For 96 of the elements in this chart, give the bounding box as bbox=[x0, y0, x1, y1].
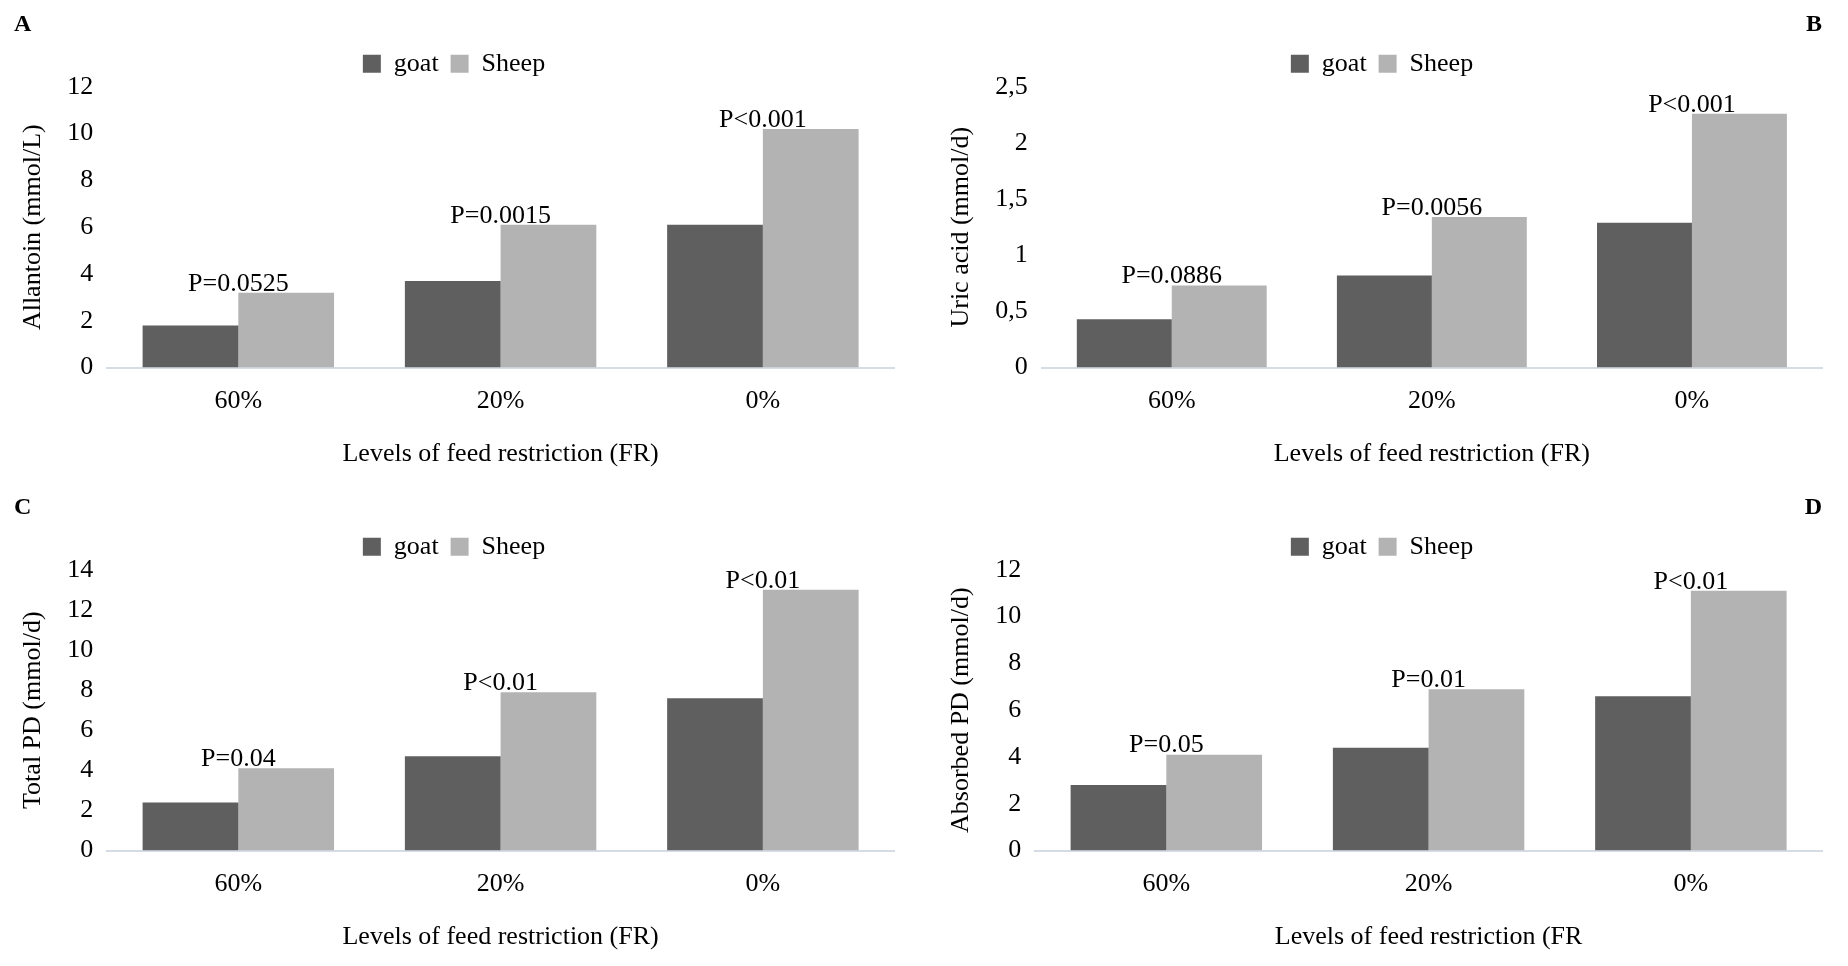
legend-label: Sheep bbox=[1409, 530, 1474, 560]
y-tick-label: 0 bbox=[80, 834, 94, 864]
legend-label: Sheep bbox=[481, 530, 546, 560]
y-tick-label: 2 bbox=[1008, 787, 1022, 817]
y-axis-title: Absorbed PD (mmol/d) bbox=[945, 587, 975, 833]
y-tick-label: 8 bbox=[1008, 647, 1022, 677]
y-tick-label: 8 bbox=[80, 164, 94, 194]
annotation: P<0.01 bbox=[463, 666, 538, 696]
bar bbox=[1597, 222, 1692, 368]
y-axis-title: Total PD (mmol/d) bbox=[17, 611, 47, 809]
bar bbox=[500, 224, 597, 368]
bar bbox=[142, 802, 239, 851]
y-axis-title: Uric acid (mmol/d) bbox=[945, 126, 975, 328]
y-tick-label: 6 bbox=[80, 714, 94, 744]
bar bbox=[1691, 113, 1787, 368]
bar bbox=[1595, 696, 1691, 851]
y-tick-label: 0 bbox=[1014, 351, 1028, 381]
x-axis-title: Levels of feed restriction (FR) bbox=[342, 438, 659, 468]
y-tick-label: 2 bbox=[1014, 126, 1028, 156]
legend-label: goat bbox=[1321, 47, 1368, 77]
y-tick-label: 10 bbox=[67, 117, 94, 147]
bar bbox=[667, 698, 763, 851]
y-tick-label: 2 bbox=[80, 304, 94, 334]
y-tick-label: 4 bbox=[80, 754, 94, 784]
bar bbox=[1076, 319, 1172, 368]
bar bbox=[404, 756, 501, 851]
x-tick-label: 0% bbox=[1674, 385, 1710, 415]
bar bbox=[1336, 275, 1432, 368]
x-tick-label: 20% bbox=[1408, 385, 1456, 415]
bar bbox=[1166, 754, 1263, 851]
legend-label: Sheep bbox=[1409, 47, 1474, 77]
x-tick-label: 0% bbox=[1673, 868, 1709, 898]
annotation: P=0.01 bbox=[1391, 663, 1466, 693]
bar bbox=[500, 692, 597, 851]
bar bbox=[1070, 785, 1167, 851]
y-tick-label: 8 bbox=[80, 673, 94, 703]
annotation: P=0.04 bbox=[201, 743, 276, 773]
y-tick-label: 4 bbox=[1008, 740, 1022, 770]
y-tick-label: 0 bbox=[80, 351, 94, 381]
chart-title: C bbox=[14, 492, 32, 519]
bar bbox=[238, 292, 335, 368]
chart-title: D bbox=[1804, 492, 1822, 519]
annotation: P=0.0886 bbox=[1121, 260, 1223, 290]
x-tick-label: 60% bbox=[214, 868, 263, 898]
y-tick-label: 0,5 bbox=[995, 295, 1028, 325]
annotation: P<0.01 bbox=[725, 564, 801, 594]
bar bbox=[1431, 217, 1527, 368]
y-tick-label: 10 bbox=[995, 600, 1022, 630]
annotation: P=0.0056 bbox=[1381, 191, 1483, 221]
x-axis-title: Levels of feed restriction (FR) bbox=[1273, 438, 1590, 468]
y-tick-label: 1,5 bbox=[995, 182, 1028, 212]
y-tick-label: 12 bbox=[67, 70, 94, 100]
legend-label: goat bbox=[1321, 530, 1368, 560]
bar bbox=[1332, 747, 1429, 851]
x-tick-label: 0% bbox=[745, 385, 781, 415]
y-tick-label: 14 bbox=[67, 553, 94, 583]
x-tick-label: 20% bbox=[476, 868, 525, 898]
y-tick-label: 12 bbox=[67, 593, 94, 623]
annotation: P<0.001 bbox=[1648, 88, 1736, 118]
x-tick-label: 60% bbox=[1142, 868, 1191, 898]
bar bbox=[404, 281, 501, 368]
annotation: P=0.0525 bbox=[188, 267, 289, 297]
x-tick-label: 20% bbox=[476, 385, 525, 415]
annotation: P<0.01 bbox=[1653, 565, 1729, 595]
chart-title: A bbox=[14, 9, 32, 36]
x-tick-label: 60% bbox=[214, 385, 263, 415]
bar bbox=[1428, 689, 1525, 851]
legend-label: Sheep bbox=[481, 47, 546, 77]
y-tick-label: 6 bbox=[80, 211, 94, 241]
annotation: P<0.001 bbox=[719, 103, 807, 133]
annotation: P=0.05 bbox=[1129, 729, 1204, 759]
y-axis-title: Allantoin (mmol/L) bbox=[17, 124, 47, 331]
annotation: P=0.0015 bbox=[450, 199, 551, 229]
y-tick-label: 1 bbox=[1014, 239, 1028, 269]
bar bbox=[1690, 590, 1787, 851]
y-tick-label: 6 bbox=[1008, 694, 1022, 724]
chart-title: B bbox=[1805, 9, 1822, 36]
x-tick-label: 0% bbox=[745, 868, 781, 898]
bar bbox=[762, 128, 859, 368]
y-tick-label: 0 bbox=[1008, 834, 1022, 864]
bar bbox=[667, 224, 763, 368]
y-tick-label: 10 bbox=[67, 633, 94, 663]
x-axis-title: Levels of feed restriction (FR) bbox=[342, 921, 659, 951]
y-tick-label: 2 bbox=[80, 794, 94, 824]
x-tick-label: 60% bbox=[1147, 385, 1196, 415]
y-tick-label: 12 bbox=[995, 553, 1022, 583]
legend-label: goat bbox=[393, 47, 440, 77]
bar bbox=[1171, 285, 1267, 368]
y-tick-label: 2,5 bbox=[995, 70, 1028, 100]
bar bbox=[762, 589, 859, 851]
x-axis-title: Levels of feed restriction (FR bbox=[1274, 921, 1584, 951]
x-tick-label: 20% bbox=[1404, 868, 1453, 898]
bar bbox=[238, 768, 335, 851]
y-tick-label: 4 bbox=[80, 257, 94, 287]
legend-label: goat bbox=[393, 530, 440, 560]
bar bbox=[142, 325, 239, 368]
